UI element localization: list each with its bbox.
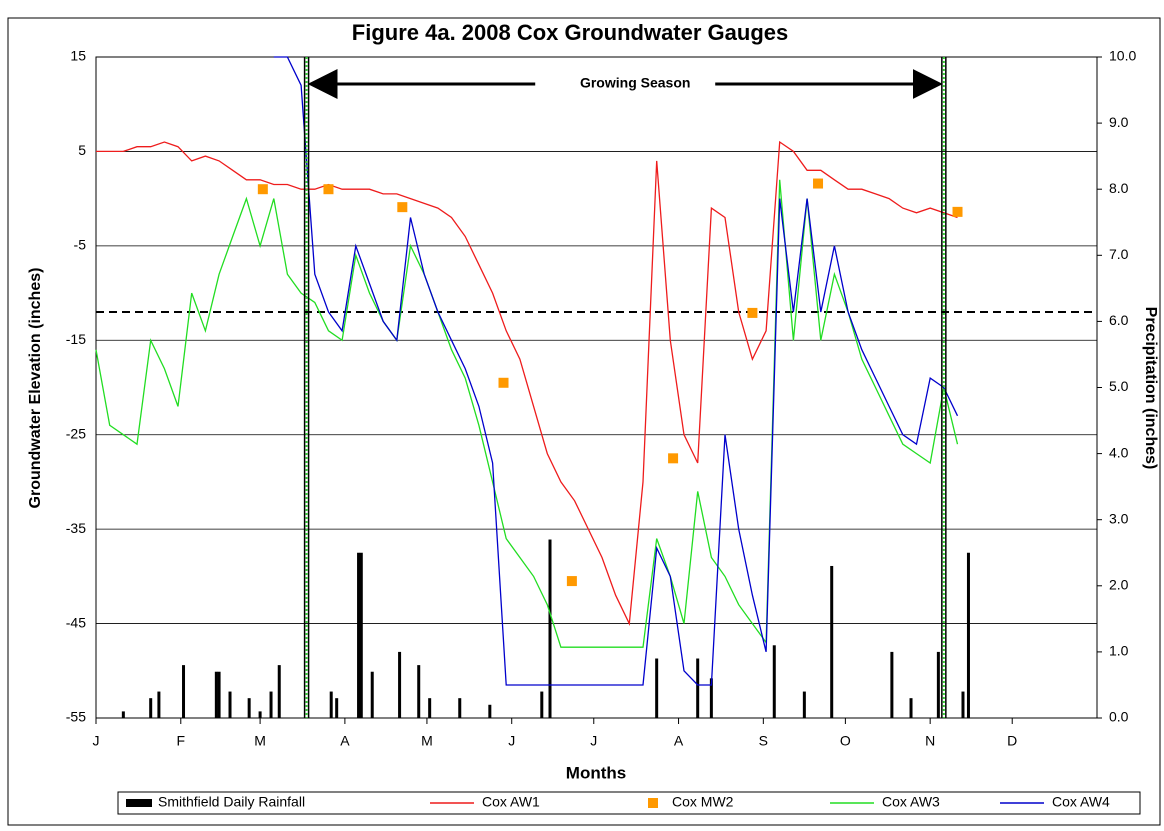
legend-box xyxy=(117,791,1141,815)
y-tick-label: -55 xyxy=(66,709,86,725)
rain-bar xyxy=(428,698,432,718)
x-tick-label: J xyxy=(590,733,597,749)
rain-bar xyxy=(217,671,221,718)
rain-bar xyxy=(277,665,281,718)
y-tick-label: -15 xyxy=(66,331,86,347)
x-tick-label: A xyxy=(340,733,350,749)
plot-area xyxy=(95,56,1098,719)
x-axis-label: Months xyxy=(566,763,626,782)
rain-bar xyxy=(696,658,700,718)
point xyxy=(747,307,758,318)
rain-bar xyxy=(540,691,544,718)
rain-bar xyxy=(269,691,273,718)
y2-tick-label: 2.0 xyxy=(1109,577,1129,593)
point xyxy=(952,206,963,217)
rain-bar xyxy=(182,665,186,718)
x-tick-label: J xyxy=(508,733,515,749)
rain-bar xyxy=(359,552,363,718)
rain-bar xyxy=(357,552,361,718)
point xyxy=(566,576,577,587)
y2-tick-label: 5.0 xyxy=(1109,378,1129,394)
rain-bar xyxy=(936,651,940,718)
x-tick-label: M xyxy=(254,733,266,749)
y-tick-label: -25 xyxy=(66,425,86,441)
y2-tick-label: 6.0 xyxy=(1109,312,1129,328)
series-line xyxy=(95,179,959,648)
y2-tick-label: 1.0 xyxy=(1109,643,1129,659)
legend-label: Cox AW1 xyxy=(482,794,540,810)
y2-tick-label: 0.0 xyxy=(1109,709,1129,725)
legend-swatch xyxy=(126,799,152,807)
rain-bar xyxy=(370,671,374,718)
x-tick-label: F xyxy=(177,733,186,749)
y-tick-label: -45 xyxy=(66,614,86,630)
rain-bar xyxy=(228,691,232,718)
y-axis-label: Groundwater Elevation (inches) xyxy=(27,268,44,509)
rain-bar xyxy=(417,665,421,718)
chart-title: Figure 4a. 2008 Cox Groundwater Gauges xyxy=(352,20,788,45)
point xyxy=(813,178,824,189)
rain-bar xyxy=(149,698,153,718)
rain-bar xyxy=(709,678,713,718)
y2-axis-label: Precipitation (inches) xyxy=(1142,307,1159,470)
series-line xyxy=(273,56,959,686)
legend-label: Smithfield Daily Rainfall xyxy=(158,794,305,810)
rain-bar xyxy=(966,552,970,718)
rain-bar xyxy=(157,691,161,718)
rain-bar xyxy=(247,698,251,718)
rain-bar xyxy=(548,539,552,718)
y-tick-label: 15 xyxy=(70,48,86,64)
x-tick-label: O xyxy=(840,733,851,749)
point xyxy=(498,377,509,388)
x-tick-label: D xyxy=(1007,733,1017,749)
x-tick-label: M xyxy=(421,733,433,749)
rain-bar xyxy=(909,698,913,718)
annotation-label: Growing Season xyxy=(580,75,690,91)
rain-bar xyxy=(655,658,659,718)
x-tick-label: S xyxy=(759,733,768,749)
series-line xyxy=(96,140,958,626)
rain-bar xyxy=(772,645,776,718)
point xyxy=(323,184,334,195)
rain-bar xyxy=(335,698,339,718)
y2-tick-label: 4.0 xyxy=(1109,444,1129,460)
point xyxy=(397,202,408,213)
x-tick-label: A xyxy=(674,733,684,749)
legend-swatch xyxy=(648,798,658,808)
y2-tick-label: 3.0 xyxy=(1109,510,1129,526)
y2-tick-label: 7.0 xyxy=(1109,246,1129,262)
legend-label: Cox AW4 xyxy=(1052,794,1110,810)
rain-bar xyxy=(802,691,806,718)
rain-bar xyxy=(890,651,894,718)
rain-bar xyxy=(214,671,218,718)
rain-bar xyxy=(258,711,262,718)
rain-bar xyxy=(488,704,492,718)
rain-bar xyxy=(121,711,125,718)
y-tick-label: 5 xyxy=(78,142,86,158)
legend-label: Cox AW3 xyxy=(882,794,940,810)
y2-tick-label: 8.0 xyxy=(1109,180,1129,196)
legend-label: Cox MW2 xyxy=(672,794,734,810)
rain-bar xyxy=(458,698,462,718)
x-tick-label: J xyxy=(93,733,100,749)
y-tick-label: -35 xyxy=(66,520,86,536)
point xyxy=(257,184,268,195)
rain-bar xyxy=(961,691,965,718)
rain-bar xyxy=(329,691,333,718)
y2-tick-label: 9.0 xyxy=(1109,114,1129,130)
y-tick-label: -5 xyxy=(74,237,87,253)
x-tick-label: N xyxy=(925,733,935,749)
point xyxy=(668,453,679,464)
rain-bar xyxy=(398,651,402,718)
y2-tick-label: 10.0 xyxy=(1109,48,1136,64)
rain-bar xyxy=(830,565,834,718)
